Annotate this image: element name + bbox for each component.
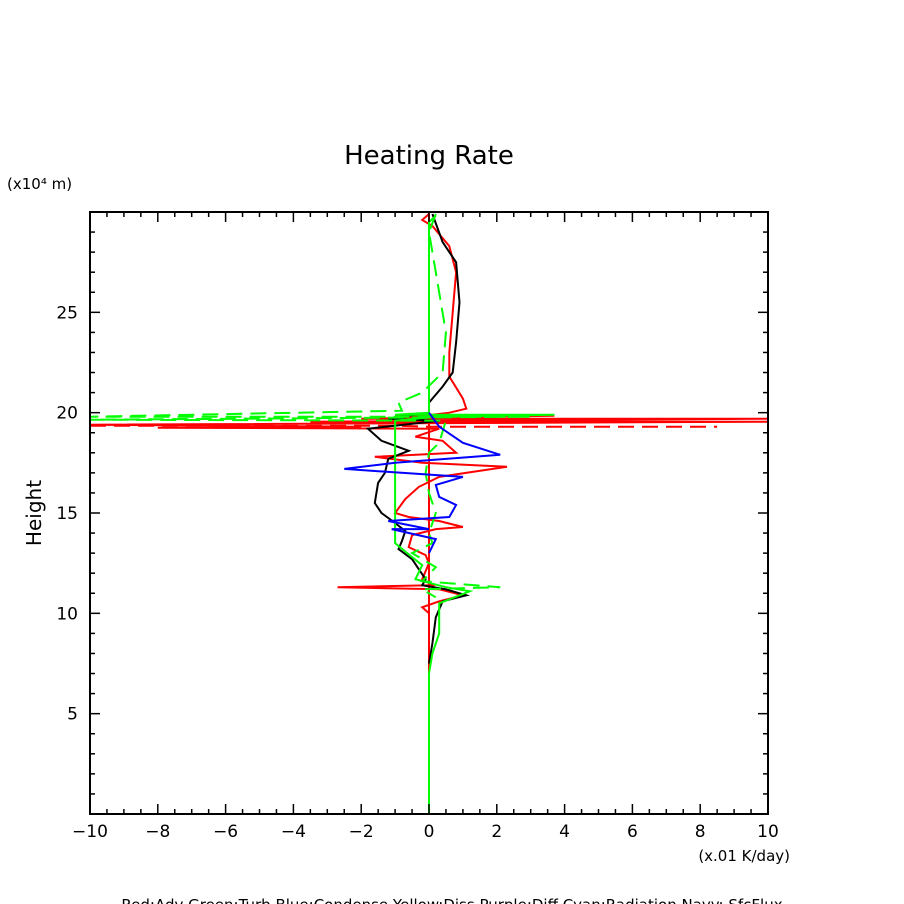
series-line-2 <box>90 424 718 428</box>
x-tick-label: 0 <box>424 822 435 842</box>
series-line-6 <box>90 213 531 599</box>
plot-area <box>90 212 768 814</box>
series-line-7 <box>344 412 501 554</box>
x-tick-label: 2 <box>491 822 502 842</box>
y-axis-label: Height <box>22 480 46 546</box>
y-tick-label: 15 <box>56 504 78 524</box>
x-axis-label: (x.01 K/day) <box>698 847 790 865</box>
y-axis: 5 10 15 20 25 <box>56 231 768 795</box>
x-tick-label: 4 <box>559 822 570 842</box>
y-unit-label: (x10⁴ m) <box>7 175 72 193</box>
x-tick-label: −4 <box>281 822 306 842</box>
x-tick-label: 6 <box>627 822 638 842</box>
x-axis: −10 −8 −6 −4 −2 0 2 4 6 8 10 <box>72 212 779 842</box>
x-tick-label: −6 <box>213 822 238 842</box>
x-tick-label: 10 <box>757 822 779 842</box>
x-tick-label: 8 <box>695 822 706 842</box>
x-tick-label: −8 <box>145 822 170 842</box>
y-tick-label: 25 <box>56 303 78 323</box>
series-line-4 <box>365 213 471 664</box>
y-tick-label: 5 <box>67 705 78 725</box>
y-tick-label: 10 <box>56 604 78 624</box>
chart-title: Heating Rate <box>344 141 514 171</box>
x-tick-label: −10 <box>72 822 108 842</box>
y-tick-label: 20 <box>56 404 78 424</box>
series-line-1 <box>90 213 768 684</box>
legend-text: Red:Adv Green:Turb Blue:Condense Yellow:… <box>121 896 782 904</box>
series-line-5 <box>394 215 555 814</box>
x-tick-label: −2 <box>349 822 374 842</box>
